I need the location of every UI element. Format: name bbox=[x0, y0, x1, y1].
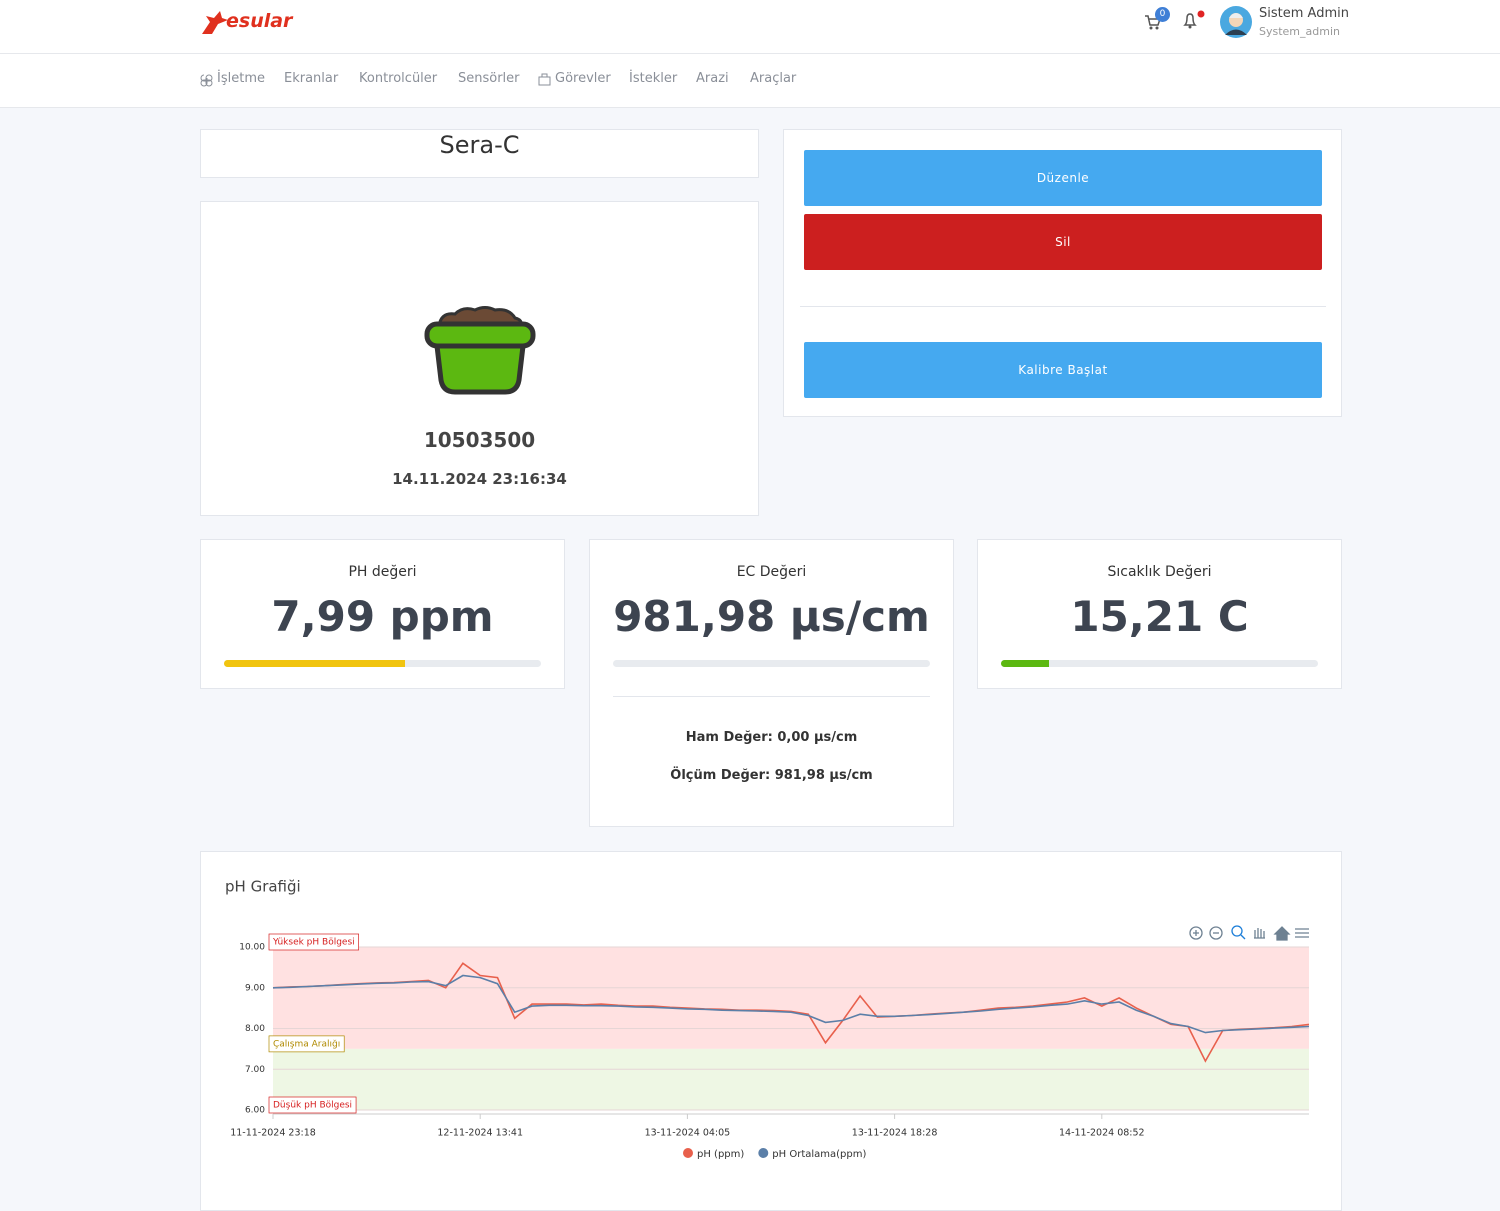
y-tick-label: 8.00 bbox=[245, 1024, 265, 1034]
edit-button[interactable]: Düzenle bbox=[804, 150, 1322, 206]
progress-bar bbox=[1001, 660, 1049, 667]
stat-title: Sıcaklık Değeri bbox=[1107, 564, 1212, 580]
stat-detail: Ölçüm Değer: 981,98 µs/cm bbox=[670, 768, 873, 783]
logo-icon bbox=[202, 11, 228, 34]
zoom-in-icon[interactable] bbox=[1189, 926, 1203, 940]
cart-badge: 0 bbox=[1155, 7, 1170, 22]
pot-icon bbox=[424, 306, 536, 395]
avatar[interactable] bbox=[1220, 6, 1252, 38]
annotation-label-box bbox=[268, 1035, 345, 1053]
legend-marker bbox=[758, 1148, 769, 1158]
x-tick-label: 13-11-2024 04:05 bbox=[645, 1128, 731, 1139]
divider bbox=[613, 696, 930, 697]
stat-value: 15,21 C bbox=[1070, 592, 1249, 641]
annotation-label-box bbox=[268, 1096, 357, 1114]
progress-track bbox=[613, 660, 930, 667]
device-card: 10503500 14.11.2024 23:16:34 bbox=[200, 201, 759, 516]
y-tick-label: 9.00 bbox=[245, 983, 265, 993]
stat-detail: Ham Değer: 0,00 µs/cm bbox=[685, 730, 858, 745]
divider bbox=[800, 306, 1326, 307]
y-tick-label: 10.00 bbox=[239, 943, 265, 953]
nav-item[interactable]: Araçlar bbox=[750, 71, 797, 86]
nav-item[interactable]: Kontrolcüler bbox=[359, 71, 438, 86]
legend-label: pH Ortalama(ppm) bbox=[772, 1149, 866, 1160]
nav-item[interactable]: İşletme bbox=[217, 71, 265, 86]
logo: esular bbox=[226, 10, 293, 32]
nav-item[interactable]: İstekler bbox=[629, 71, 678, 86]
x-tick-label: 14-11-2024 08:52 bbox=[1059, 1128, 1145, 1139]
device-id: 10503500 bbox=[423, 428, 536, 452]
progress-bar bbox=[224, 660, 405, 667]
annotation-band bbox=[273, 1048, 1309, 1110]
stat-card: Sıcaklık Değeri 15,21 C bbox=[977, 539, 1342, 689]
stat-value: 981,98 µs/cm bbox=[613, 592, 930, 641]
stat-title: EC Değeri bbox=[736, 564, 807, 580]
x-tick-label: 11-11-2024 23:18 bbox=[230, 1128, 316, 1139]
annotation-label-box bbox=[268, 933, 360, 951]
annotation-label: Düşük pH Bölgesi bbox=[273, 1101, 352, 1111]
x-tick-label: 12-11-2024 13:41 bbox=[437, 1128, 523, 1139]
nav-item[interactable]: Görevler bbox=[555, 71, 611, 86]
header: esular 0 Sistem Admin System_admin bbox=[0, 0, 1500, 54]
title-card: Sera-C bbox=[200, 129, 759, 178]
toolbar bbox=[1189, 925, 1309, 941]
chart-title: pH Grafiği bbox=[225, 878, 301, 896]
zoom-select-icon[interactable] bbox=[1231, 925, 1246, 940]
stat-card: PH değeri 7,99 ppm bbox=[200, 539, 565, 689]
nav-item[interactable]: Ekranlar bbox=[284, 71, 339, 86]
user-name: Sistem Admin bbox=[1259, 6, 1349, 21]
legend-marker bbox=[683, 1148, 693, 1158]
chart-card: pH Grafiği 6.00 7.00 8.00 9.00 10.00 11-11-20… bbox=[200, 851, 1342, 1211]
calibrate-button[interactable]: Kalibre Başlat bbox=[804, 342, 1322, 398]
nav-item[interactable]: Sensörler bbox=[458, 71, 520, 86]
zoom-out-icon[interactable] bbox=[1209, 926, 1223, 940]
y-tick-label: 6.00 bbox=[245, 1106, 265, 1116]
legend-label: pH (ppm) bbox=[697, 1149, 744, 1160]
menu-icon[interactable] bbox=[1295, 928, 1309, 938]
device-name: Sera-C bbox=[439, 131, 520, 159]
progress-track bbox=[1001, 660, 1318, 667]
chart: pH Grafiği 6.00 7.00 8.00 9.00 10.00 11-11-20… bbox=[225, 878, 1310, 1160]
stat-card: EC Değeri 981,98 µs/cm Ham Değer: 0,00 µs/… bbox=[589, 539, 954, 827]
device-timestamp: 14.11.2024 23:16:34 bbox=[392, 470, 567, 488]
nav-icon bbox=[538, 73, 551, 86]
annotation-label: Çalışma Aralığı bbox=[273, 1039, 340, 1049]
x-tick-label: 13-11-2024 18:28 bbox=[852, 1128, 938, 1139]
bell-icon[interactable] bbox=[1180, 10, 1206, 32]
y-tick-label: 7.00 bbox=[245, 1065, 265, 1075]
line-series bbox=[272, 974, 1310, 1034]
actions-card: Düzenle Sil Kalibre Başlat bbox=[783, 129, 1342, 417]
stat-value: 7,99 ppm bbox=[271, 592, 494, 641]
nav-item[interactable]: Arazi bbox=[696, 71, 729, 86]
annotation-label: Yüksek pH Bölgesi bbox=[272, 938, 355, 948]
nav-bar: İşletme Ekranlar Kontrolcüler Sensörler Göre… bbox=[0, 54, 1500, 108]
delete-button[interactable]: Sil bbox=[804, 214, 1322, 270]
nav-icon bbox=[200, 74, 213, 87]
stat-title: PH değeri bbox=[348, 564, 417, 580]
user-role: System_admin bbox=[1259, 25, 1340, 38]
reset-icon[interactable] bbox=[1273, 926, 1291, 941]
pan-icon[interactable] bbox=[1254, 928, 1265, 939]
progress-track bbox=[224, 660, 541, 667]
annotation-band bbox=[273, 947, 1309, 1049]
